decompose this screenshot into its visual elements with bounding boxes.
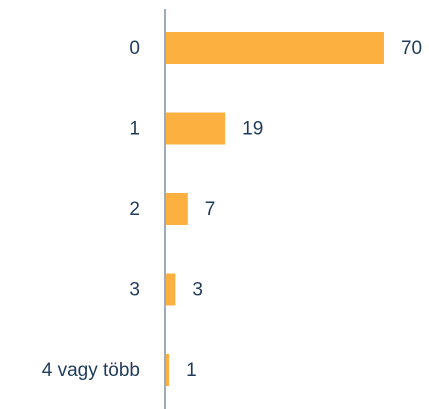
value-label: 70 bbox=[401, 38, 422, 59]
category-label: 3 bbox=[129, 280, 140, 301]
bar bbox=[166, 273, 176, 306]
value-label: 19 bbox=[242, 119, 263, 140]
value-label: 7 bbox=[205, 199, 216, 220]
category-label: 1 bbox=[129, 119, 140, 140]
category-label: 2 bbox=[129, 199, 140, 220]
category-label: 0 bbox=[129, 38, 140, 59]
category-label: 4 vagy több bbox=[42, 360, 140, 381]
bar bbox=[166, 32, 384, 64]
bar bbox=[166, 354, 170, 386]
bar bbox=[166, 112, 226, 145]
value-label: 3 bbox=[192, 280, 203, 301]
value-label: 1 bbox=[186, 360, 197, 381]
bar bbox=[166, 193, 188, 225]
